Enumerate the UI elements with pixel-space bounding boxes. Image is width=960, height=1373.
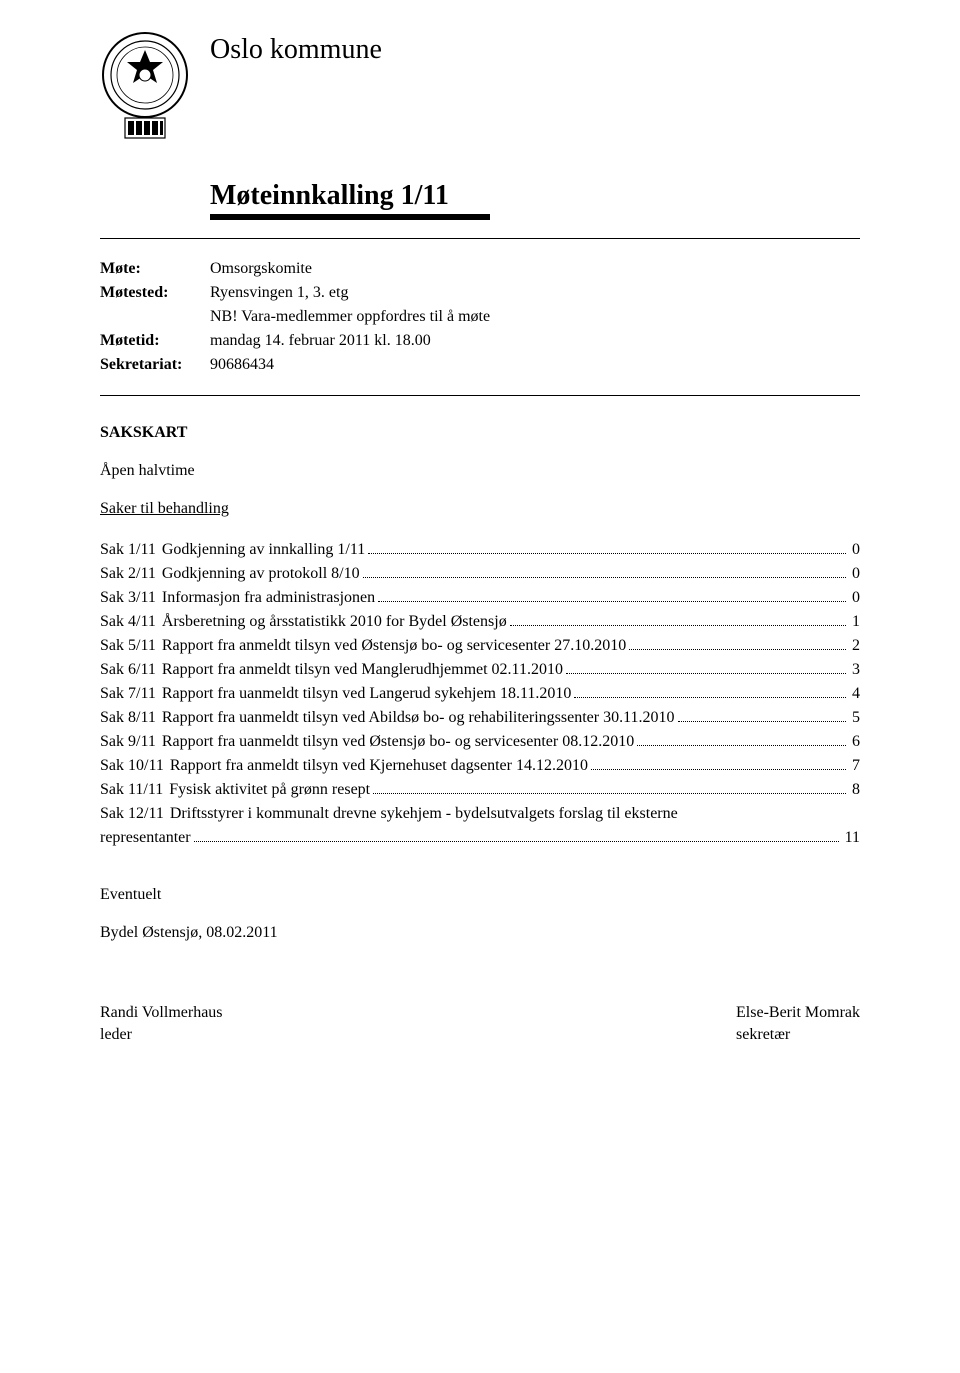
meta-label: Sekretariat: — [100, 353, 210, 377]
signature-right: Else-Berit Momrak sekretær — [736, 1002, 860, 1047]
toc-page: 0 — [849, 586, 860, 610]
toc-desc-cont: representanter — [100, 826, 191, 850]
toc-desc: Rapport fra uanmeldt tilsyn ved Langerud… — [162, 682, 572, 706]
toc-sak: Sak 1/11 — [100, 538, 162, 562]
toc-line: Sak 9/11 Rapport fra uanmeldt tilsyn ved… — [100, 730, 860, 754]
city-seal-icon — [100, 30, 190, 140]
meta-value: Ryensvingen 1, 3. etg — [210, 281, 348, 305]
toc-page: 0 — [849, 538, 860, 562]
toc-page: 5 — [849, 706, 860, 730]
toc-sak: Sak 12/11 — [100, 802, 170, 826]
toc-line: Sak 1/11 Godkjenning av innkalling 1/11 … — [100, 538, 860, 562]
sakskart-heading: SAKSKART — [100, 424, 860, 442]
toc-dots — [194, 841, 839, 842]
toc-dots — [363, 577, 846, 578]
toc-dots — [368, 553, 846, 554]
toc-desc: Rapport fra anmeldt tilsyn ved Manglerud… — [162, 658, 563, 682]
signer-role: leder — [100, 1024, 223, 1046]
toc-sak: Sak 8/11 — [100, 706, 162, 730]
toc-line: Sak 8/11 Rapport fra uanmeldt tilsyn ved… — [100, 706, 860, 730]
toc-dots — [378, 601, 846, 602]
toc-sak: Sak 9/11 — [100, 730, 162, 754]
toc: Sak 1/11 Godkjenning av innkalling 1/11 … — [100, 538, 860, 850]
doc-title-block: Møteinnkalling 1/11 — [210, 180, 860, 220]
toc-line: Sak 4/11 Årsberetning og årsstatistikk 2… — [100, 610, 860, 634]
toc-sak: Sak 4/11 — [100, 610, 162, 634]
header-row: Oslo kommune — [100, 30, 860, 140]
toc-dots — [566, 673, 846, 674]
toc-line: Sak 3/11 Informasjon fra administrasjone… — [100, 586, 860, 610]
toc-page: 2 — [849, 634, 860, 658]
toc-desc: Rapport fra uanmeldt tilsyn ved Abildsø … — [162, 706, 675, 730]
toc-page: 1 — [849, 610, 860, 634]
toc-page: 8 — [849, 778, 860, 802]
toc-desc: Godkjenning av protokoll 8/10 — [162, 562, 360, 586]
toc-sak: Sak 3/11 — [100, 586, 162, 610]
toc-dots — [373, 793, 846, 794]
toc-page: 3 — [849, 658, 860, 682]
toc-dots — [637, 745, 846, 746]
signature-row: Randi Vollmerhaus leder Else-Berit Momra… — [100, 1002, 860, 1047]
toc-sak: Sak 7/11 — [100, 682, 162, 706]
meta-row: Møte: Omsorgskomite — [100, 257, 860, 281]
meta-row: NB! Vara-medlemmer oppfordres til å møte — [100, 305, 860, 329]
toc-line: Sak 2/11 Godkjenning av protokoll 8/10 0 — [100, 562, 860, 586]
toc-sak: Sak 5/11 — [100, 634, 162, 658]
divider-meta-bottom — [100, 395, 860, 396]
divider-top — [100, 238, 860, 239]
toc-page: 11 — [842, 826, 860, 850]
toc-desc: Driftsstyrer i kommunalt drevne sykehjem… — [170, 802, 678, 826]
toc-page: 6 — [849, 730, 860, 754]
toc-line-wrapped: Sak 12/11 Driftsstyrer i kommunalt drevn… — [100, 802, 860, 850]
toc-sak: Sak 11/11 — [100, 778, 169, 802]
meta-label — [100, 305, 210, 329]
org-title: Oslo kommune — [210, 30, 382, 66]
toc-page: 7 — [849, 754, 860, 778]
signature-left: Randi Vollmerhaus leder — [100, 1002, 223, 1047]
signer-role: sekretær — [736, 1024, 860, 1046]
toc-line: Sak 5/11 Rapport fra anmeldt tilsyn ved … — [100, 634, 860, 658]
doc-title: Møteinnkalling 1/11 — [210, 180, 860, 212]
meta-value: NB! Vara-medlemmer oppfordres til å møte — [210, 305, 490, 329]
toc-dots — [591, 769, 846, 770]
toc-desc: Informasjon fra administrasjonen — [162, 586, 375, 610]
meta-row: Sekretariat: 90686434 — [100, 353, 860, 377]
saker-heading: Saker til behandling — [100, 500, 860, 518]
signer-name: Else-Berit Momrak — [736, 1002, 860, 1024]
meeting-meta: Møte: Omsorgskomite Møtested: Ryensvinge… — [100, 257, 860, 377]
signer-name: Randi Vollmerhaus — [100, 1002, 223, 1024]
apen-halvtime: Åpen halvtime — [100, 462, 860, 480]
place-date: Bydel Østensjø, 08.02.2011 — [100, 924, 860, 942]
toc-dots — [574, 697, 846, 698]
toc-line: Sak 11/11 Fysisk aktivitet på grønn rese… — [100, 778, 860, 802]
toc-sak: Sak 10/11 — [100, 754, 170, 778]
toc-dots — [678, 721, 846, 722]
meta-row: Møtetid: mandag 14. februar 2011 kl. 18.… — [100, 329, 860, 353]
meta-label: Møtetid: — [100, 329, 210, 353]
meta-label: Møte: — [100, 257, 210, 281]
title-underline — [210, 214, 490, 220]
toc-desc: Årsberetning og årsstatistikk 2010 for B… — [162, 610, 507, 634]
toc-desc: Rapport fra uanmeldt tilsyn ved Østensjø… — [162, 730, 634, 754]
toc-dots — [510, 625, 846, 626]
toc-sak: Sak 2/11 — [100, 562, 162, 586]
meta-value: 90686434 — [210, 353, 274, 377]
toc-line: Sak 6/11 Rapport fra anmeldt tilsyn ved … — [100, 658, 860, 682]
eventuelt-heading: Eventuelt — [100, 886, 860, 904]
toc-desc: Fysisk aktivitet på grønn resept — [169, 778, 370, 802]
toc-dots — [629, 649, 846, 650]
meta-row: Møtested: Ryensvingen 1, 3. etg — [100, 281, 860, 305]
meta-value: mandag 14. februar 2011 kl. 18.00 — [210, 329, 431, 353]
toc-line: Sak 10/11 Rapport fra anmeldt tilsyn ved… — [100, 754, 860, 778]
toc-page: 0 — [849, 562, 860, 586]
meta-value: Omsorgskomite — [210, 257, 312, 281]
toc-desc: Rapport fra anmeldt tilsyn ved Kjernehus… — [170, 754, 588, 778]
toc-page: 4 — [849, 682, 860, 706]
toc-sak: Sak 6/11 — [100, 658, 162, 682]
toc-line: Sak 7/11 Rapport fra uanmeldt tilsyn ved… — [100, 682, 860, 706]
toc-desc: Rapport fra anmeldt tilsyn ved Østensjø … — [162, 634, 626, 658]
toc-desc: Godkjenning av innkalling 1/11 — [162, 538, 365, 562]
meta-label: Møtested: — [100, 281, 210, 305]
